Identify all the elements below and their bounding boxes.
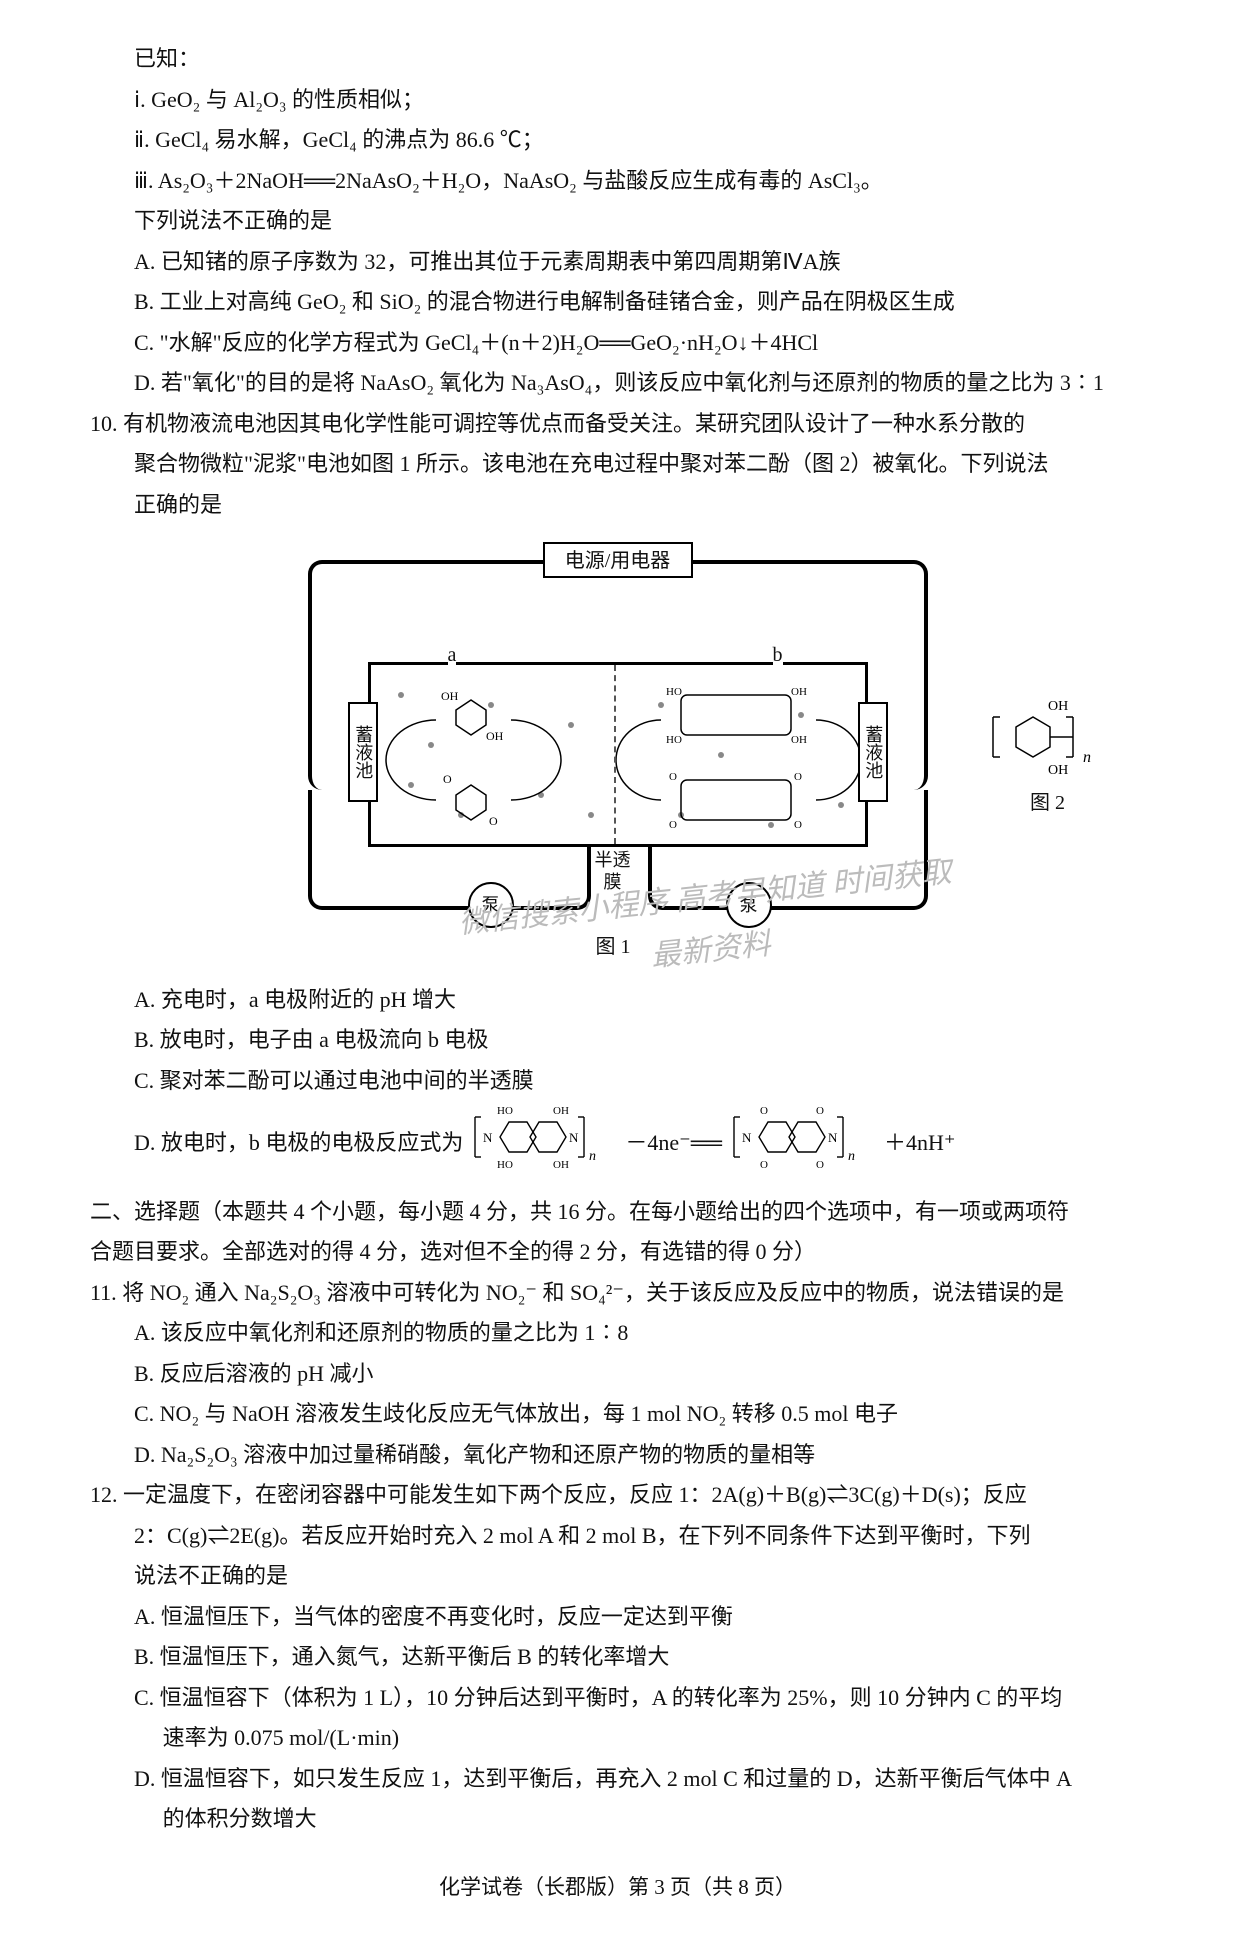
svg-text:OH: OH xyxy=(441,689,459,703)
option-c: C. "水解"反应的化学方程式为 GeCl₄＋(n＋2)H₂O══GeO₂·nH… xyxy=(90,324,1145,363)
q12-option-d1: D. 恒温恒容下，如只发生反应 1，达到平衡后，再充入 2 mol C 和过量的… xyxy=(90,1760,1145,1799)
electrode-b-label: b xyxy=(773,638,783,673)
q12-option-a: A. 恒温恒压下，当气体的密度不再变化时，反应一定达到平衡 xyxy=(90,1598,1145,1637)
fact-iii: ⅲ. As₂O₃＋2NaOH══2NaAsO₂＋H₂O，NaAsO₂ 与盐酸反应… xyxy=(90,162,1145,201)
pump-left: 泵 xyxy=(468,882,514,928)
option-a: A. 已知锗的原子序数为 32，可推出其位于元素周期表中第四周期第ⅣA族 xyxy=(90,243,1145,282)
product-structure-icon: N N O O O O n xyxy=(728,1102,878,1185)
svg-text:HO: HO xyxy=(497,1159,513,1171)
q10-option-d: D. 放电时，b 电极的电极反应式为 N N HO OH HO OH n －4n… xyxy=(90,1102,1145,1185)
q10-d-mid: －4ne⁻══ xyxy=(625,1124,722,1163)
q12-stem1: 一定温度下，在密闭容器中可能发生如下两个反应，反应 1：2A(g)＋B(g)⇌3… xyxy=(123,1482,1027,1507)
svg-text:O: O xyxy=(489,814,498,828)
svg-text:O: O xyxy=(443,772,452,786)
known-label: 已知： xyxy=(90,40,1145,79)
q10-stem2: 聚合物微粒"泥浆"电池如图 1 所示。该电池在充电过程中聚对苯二酚（图 2）被氧… xyxy=(90,445,1145,484)
fig1-label: 图 1 xyxy=(596,930,631,965)
svg-text:O: O xyxy=(760,1105,768,1117)
section2-title-2: 合题目要求。全部选对的得 4 分，选对但不全的得 2 分，有选错的得 0 分） xyxy=(90,1233,1145,1272)
q-stem: 下列说法不正确的是 xyxy=(90,202,1145,241)
svg-text:O: O xyxy=(669,819,677,831)
figure-1-container: 电源/用电器 OH OH O xyxy=(90,542,1145,975)
q12-stem3: 说法不正确的是 xyxy=(90,1557,1145,1596)
svg-text:OH: OH xyxy=(553,1159,569,1171)
q12-stem2: 2：C(g)⇌2E(g)。若反应开始时充入 2 mol A 和 2 mol B，… xyxy=(90,1517,1145,1556)
svg-text:OH: OH xyxy=(791,686,807,698)
membrane-label: 半透膜 xyxy=(588,850,638,893)
svg-text:n: n xyxy=(589,1149,596,1164)
q10-d-end: ＋4nH⁺ xyxy=(884,1124,956,1163)
svg-text:n: n xyxy=(1083,749,1091,766)
svg-text:HO: HO xyxy=(497,1105,513,1117)
cell-body: OH OH O O HO OH xyxy=(368,662,868,847)
tank-right: 蓄液池 xyxy=(858,702,888,802)
q12-option-c2: 速率为 0.075 mol/(L·min) xyxy=(90,1719,1145,1758)
q11-line: 11. 将 NO₂ 通入 Na₂S₂O₃ 溶液中可转化为 NO₂⁻ 和 SO₄²… xyxy=(90,1274,1145,1313)
q10-option-b: B. 放电时，电子由 a 电极流向 b 电极 xyxy=(90,1021,1145,1060)
q11-option-b: B. 反应后溶液的 pH 减小 xyxy=(90,1355,1145,1394)
svg-text:OH: OH xyxy=(1048,699,1068,714)
svg-text:N: N xyxy=(483,1130,493,1145)
svg-text:n: n xyxy=(848,1149,855,1164)
svg-text:N: N xyxy=(742,1130,752,1145)
svg-text:O: O xyxy=(794,819,802,831)
q10-line1: 10. 有机物液流电池因其电化学性能可调控等优点而备受关注。某研究团队设计了一种… xyxy=(90,405,1145,444)
svg-text:HO: HO xyxy=(666,734,682,746)
svg-text:HO: HO xyxy=(666,686,682,698)
svg-text:OH: OH xyxy=(486,729,504,743)
svg-text:N: N xyxy=(828,1130,838,1145)
fig2-label: 图 2 xyxy=(988,786,1108,821)
membrane-line xyxy=(614,665,616,844)
battery-diagram: 电源/用电器 OH OH O xyxy=(268,542,968,962)
option-d: D. 若"氧化"的目的是将 NaAsO₂ 氧化为 Na₃AsO₄，则该反应中氧化… xyxy=(90,364,1145,403)
q12-option-b: B. 恒温恒压下，通入氮气，达新平衡后 B 的转化率增大 xyxy=(90,1638,1145,1677)
tank-left: 蓄液池 xyxy=(348,702,378,802)
q11-stem: 将 NO₂ 通入 Na₂S₂O₃ 溶液中可转化为 NO₂⁻ 和 SO₄²⁻，关于… xyxy=(122,1280,1064,1305)
reactant-structure-icon: N N HO OH HO OH n xyxy=(469,1102,619,1185)
pump-right: 泵 xyxy=(726,882,772,928)
q11-option-d: D. Na₂S₂O₃ 溶液中加过量稀硝酸，氧化产物和还原产物的物质的量相等 xyxy=(90,1436,1145,1475)
q12-number: 12. xyxy=(90,1482,118,1507)
q12-option-d2: 的体积分数增大 xyxy=(90,1800,1145,1839)
option-b: B. 工业上对高纯 GeO₂ 和 SiO₂ 的混合物进行电解制备硅锗合金，则产品… xyxy=(90,283,1145,322)
hydroquinone-polymer-icon: OH OH n xyxy=(988,692,1108,782)
page-footer: 化学试卷（长郡版）第 3 页（共 8 页） xyxy=(90,1869,1145,1906)
electrode-a-label: a xyxy=(448,638,457,673)
q12-option-c1: C. 恒温恒容下（体积为 1 L），10 分钟后达到平衡时，A 的转化率为 25… xyxy=(90,1679,1145,1718)
q10-option-a: A. 充电时，a 电极附近的 pH 增大 xyxy=(90,981,1145,1020)
svg-text:OH: OH xyxy=(791,734,807,746)
q11-number: 11. xyxy=(90,1280,117,1305)
svg-text:O: O xyxy=(816,1159,824,1171)
power-device-box: 电源/用电器 xyxy=(543,542,693,578)
q11-option-a: A. 该反应中氧化剂和还原剂的物质的量之比为 1∶8 xyxy=(90,1314,1145,1353)
q10-d-text: D. 放电时，b 电极的电极反应式为 xyxy=(134,1124,463,1163)
q11-option-c: C. NO₂ 与 NaOH 溶液发生歧化反应无气体放出，每 1 mol NO₂ … xyxy=(90,1395,1145,1434)
figure-2: OH OH n 图 2 xyxy=(988,692,1108,821)
svg-text:O: O xyxy=(669,771,677,783)
svg-text:O: O xyxy=(760,1159,768,1171)
fact-i: ⅰ. GeO₂ 与 Al₂O₃ 的性质相似； xyxy=(90,81,1145,120)
svg-text:O: O xyxy=(794,771,802,783)
q12-line1: 12. 一定温度下，在密闭容器中可能发生如下两个反应，反应 1：2A(g)＋B(… xyxy=(90,1476,1145,1515)
q10-number: 10. xyxy=(90,411,118,436)
q10-stem3: 正确的是 xyxy=(90,486,1145,525)
svg-text:O: O xyxy=(816,1105,824,1117)
q10-option-c: C. 聚对苯二酚可以通过电池中间的半透膜 xyxy=(90,1062,1145,1101)
svg-text:OH: OH xyxy=(1048,763,1068,778)
fact-ii: ⅱ. GeCl₄ 易水解，GeCl₄ 的沸点为 86.6 ℃； xyxy=(90,121,1145,160)
svg-text:N: N xyxy=(569,1130,579,1145)
svg-text:OH: OH xyxy=(553,1105,569,1117)
cell-molecules-icon: OH OH O O HO OH xyxy=(371,665,871,850)
q10-stem1: 有机物液流电池因其电化学性能可调控等优点而备受关注。某研究团队设计了一种水系分散… xyxy=(123,411,1025,436)
section2-title-1: 二、选择题（本题共 4 个小题，每小题 4 分，共 16 分。在每小题给出的四个… xyxy=(90,1193,1145,1232)
